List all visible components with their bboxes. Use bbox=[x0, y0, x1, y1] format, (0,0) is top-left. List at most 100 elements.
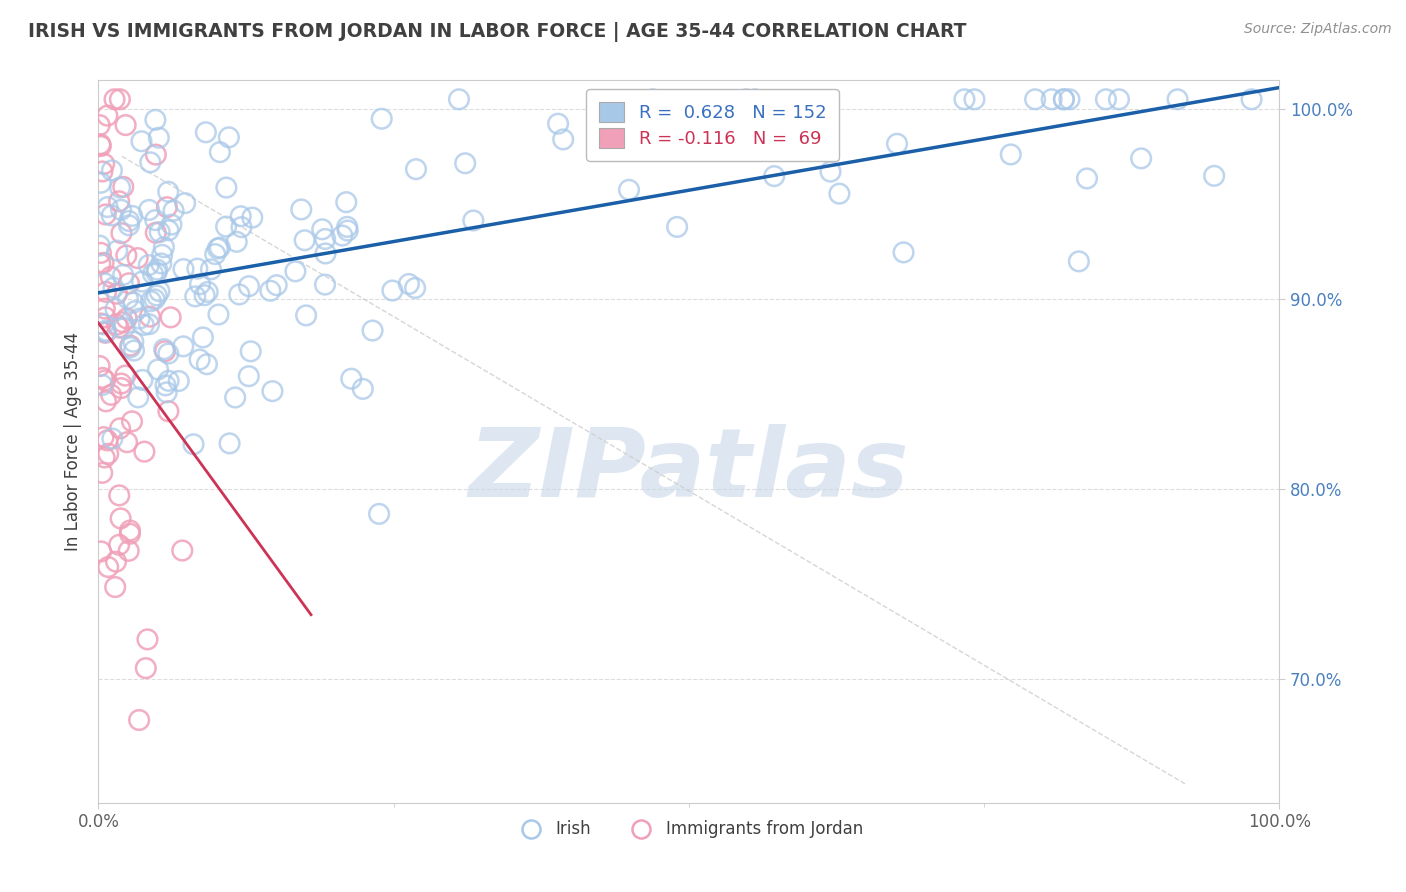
Point bbox=[89, 137, 111, 152]
Point bbox=[893, 245, 915, 260]
Point bbox=[641, 92, 664, 106]
Point bbox=[143, 213, 166, 227]
Point bbox=[127, 251, 149, 265]
Point bbox=[114, 118, 136, 132]
Point bbox=[110, 511, 132, 525]
Point bbox=[143, 293, 166, 307]
Point bbox=[100, 269, 122, 284]
Point bbox=[118, 214, 141, 228]
Point bbox=[284, 264, 307, 278]
Point bbox=[1240, 92, 1263, 106]
Point bbox=[315, 246, 337, 260]
Point bbox=[94, 277, 117, 291]
Point bbox=[191, 330, 214, 344]
Point bbox=[115, 248, 138, 262]
Point bbox=[91, 164, 114, 178]
Point bbox=[194, 288, 217, 302]
Point bbox=[89, 118, 111, 132]
Point bbox=[150, 248, 173, 262]
Point bbox=[89, 257, 111, 271]
Point bbox=[763, 169, 786, 183]
Point bbox=[135, 661, 157, 675]
Point bbox=[335, 195, 357, 210]
Point bbox=[1000, 147, 1022, 161]
Point bbox=[228, 287, 250, 301]
Point bbox=[142, 267, 165, 281]
Point bbox=[111, 315, 134, 329]
Point bbox=[194, 125, 217, 139]
Point bbox=[121, 414, 143, 428]
Point bbox=[128, 311, 150, 326]
Point bbox=[110, 381, 132, 395]
Point bbox=[90, 139, 112, 153]
Point bbox=[314, 232, 336, 246]
Point bbox=[118, 277, 141, 291]
Point bbox=[156, 200, 179, 214]
Point bbox=[1053, 92, 1076, 106]
Point bbox=[94, 285, 117, 299]
Point bbox=[110, 202, 132, 217]
Point bbox=[1040, 92, 1063, 106]
Point bbox=[146, 362, 169, 376]
Point bbox=[218, 436, 240, 450]
Point bbox=[553, 132, 575, 146]
Legend: Irish, Immigrants from Jordan: Irish, Immigrants from Jordan bbox=[508, 814, 870, 845]
Point bbox=[145, 147, 167, 161]
Text: IRISH VS IMMIGRANTS FROM JORDAN IN LABOR FORCE | AGE 35-44 CORRELATION CHART: IRISH VS IMMIGRANTS FROM JORDAN IN LABOR… bbox=[28, 22, 966, 42]
Point bbox=[115, 435, 138, 450]
Point bbox=[105, 286, 128, 301]
Point bbox=[139, 294, 162, 309]
Point bbox=[108, 180, 131, 194]
Point bbox=[626, 108, 648, 122]
Point bbox=[110, 376, 132, 391]
Point bbox=[792, 131, 814, 145]
Point bbox=[108, 538, 131, 552]
Point bbox=[138, 318, 160, 332]
Text: ZIPatlas: ZIPatlas bbox=[468, 424, 910, 517]
Point bbox=[224, 391, 246, 405]
Point bbox=[208, 145, 231, 160]
Point bbox=[108, 421, 131, 435]
Point bbox=[90, 544, 112, 558]
Point bbox=[94, 310, 117, 325]
Point bbox=[195, 357, 218, 371]
Point bbox=[127, 390, 149, 404]
Point bbox=[1095, 92, 1118, 106]
Point bbox=[370, 112, 392, 126]
Point bbox=[153, 240, 176, 254]
Point bbox=[447, 92, 470, 106]
Point bbox=[1067, 254, 1090, 268]
Point bbox=[105, 555, 128, 569]
Point bbox=[157, 374, 180, 388]
Point bbox=[311, 222, 333, 236]
Point bbox=[239, 344, 262, 359]
Point bbox=[97, 447, 120, 461]
Point bbox=[97, 560, 120, 574]
Point bbox=[204, 247, 226, 261]
Point bbox=[145, 112, 167, 127]
Point bbox=[463, 213, 485, 227]
Point bbox=[225, 235, 247, 249]
Point bbox=[368, 507, 391, 521]
Point bbox=[121, 209, 143, 223]
Point bbox=[93, 430, 115, 444]
Point bbox=[340, 372, 363, 386]
Point bbox=[131, 275, 153, 289]
Point bbox=[294, 233, 316, 247]
Point bbox=[131, 134, 153, 148]
Point bbox=[162, 203, 184, 218]
Point bbox=[336, 224, 359, 238]
Point bbox=[138, 202, 160, 217]
Point bbox=[112, 180, 135, 194]
Point bbox=[336, 219, 359, 234]
Point bbox=[330, 228, 353, 243]
Point bbox=[1059, 92, 1081, 106]
Point bbox=[122, 334, 145, 349]
Point bbox=[186, 261, 208, 276]
Point bbox=[94, 325, 117, 339]
Point bbox=[128, 713, 150, 727]
Point bbox=[167, 374, 190, 388]
Point bbox=[159, 310, 181, 325]
Point bbox=[124, 304, 146, 318]
Point bbox=[547, 117, 569, 131]
